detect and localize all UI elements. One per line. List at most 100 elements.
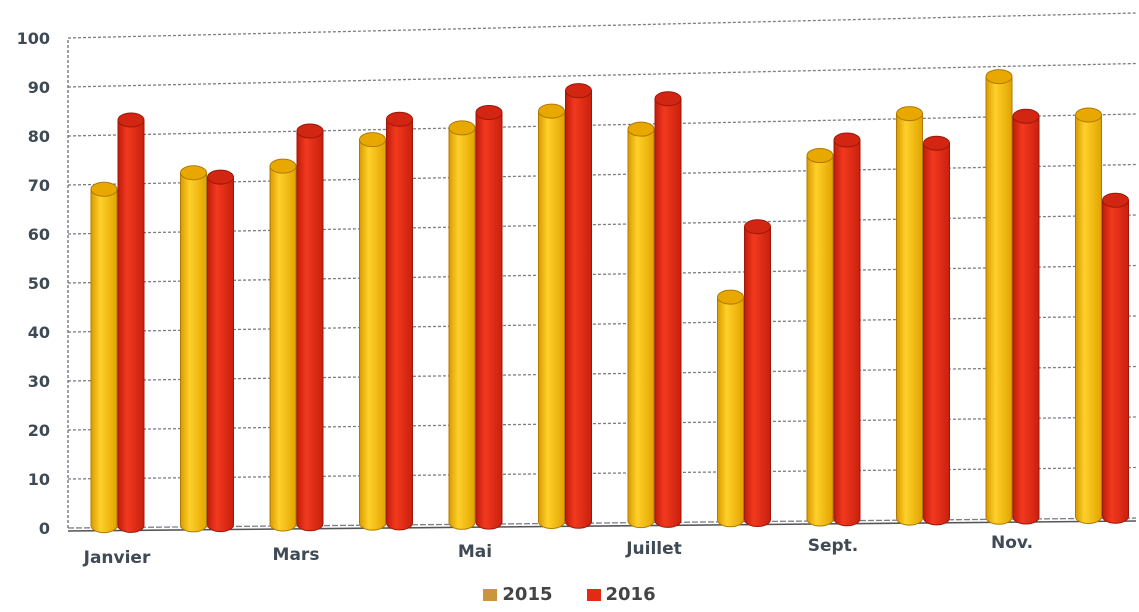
bar-body bbox=[448, 127, 476, 530]
bar-2016-12 bbox=[1102, 192, 1129, 524]
bar-top bbox=[717, 289, 744, 305]
bar-2015-12 bbox=[1075, 107, 1102, 524]
bar-2015-7 bbox=[627, 121, 655, 529]
bar-2015-4 bbox=[359, 132, 386, 531]
legend-item-2015: 2015 bbox=[483, 584, 553, 605]
y-tick-label: 50 bbox=[28, 274, 50, 293]
legend-swatch-2016 bbox=[586, 588, 601, 601]
x-tick-label: Janvier bbox=[83, 548, 151, 568]
gridline bbox=[67, 466, 1137, 480]
gridline bbox=[67, 163, 1137, 186]
bar-top bbox=[359, 132, 386, 148]
gridline bbox=[67, 315, 1137, 333]
bar-top bbox=[475, 104, 503, 120]
bar-2015-2 bbox=[180, 165, 207, 533]
gridline bbox=[67, 62, 1137, 88]
bar-body bbox=[386, 118, 413, 531]
y-tick-label: 100 bbox=[17, 29, 50, 48]
bar-2016-6 bbox=[565, 83, 592, 529]
legend-label-2015: 2015 bbox=[502, 584, 553, 605]
legend-item-2016: 2016 bbox=[586, 584, 656, 605]
bar-top bbox=[1012, 108, 1040, 124]
gridline bbox=[67, 12, 1137, 39]
bar-body bbox=[1102, 199, 1129, 524]
gridline bbox=[67, 264, 1137, 284]
bar-top bbox=[985, 69, 1013, 85]
y-tick-label: 70 bbox=[28, 176, 50, 195]
bar-top bbox=[923, 135, 950, 151]
bar-top bbox=[833, 132, 861, 148]
x-tick-label: Nov. bbox=[991, 533, 1033, 553]
bar-top bbox=[654, 91, 682, 107]
bar-2016-3 bbox=[296, 123, 324, 532]
bar-body bbox=[538, 110, 565, 529]
bar-2015-3 bbox=[269, 158, 297, 532]
bar-top bbox=[744, 219, 771, 235]
bar-body bbox=[833, 139, 861, 527]
bar-body bbox=[985, 76, 1013, 525]
x-axis-line bbox=[67, 520, 1137, 532]
bar-body bbox=[207, 176, 234, 533]
bar-body bbox=[627, 128, 655, 529]
bar-body bbox=[717, 296, 744, 528]
bar-2016-2 bbox=[207, 169, 234, 533]
bar-body bbox=[1012, 115, 1040, 525]
y-tick-label: 60 bbox=[28, 225, 50, 244]
x-tick-label: Mai bbox=[458, 542, 492, 562]
gridline bbox=[67, 214, 1137, 235]
y-tick-label: 10 bbox=[28, 470, 50, 489]
y-tick-label: 40 bbox=[28, 323, 50, 342]
bar-2015-11 bbox=[985, 69, 1013, 525]
gridline bbox=[67, 416, 1137, 431]
legend-label-2016: 2016 bbox=[605, 584, 656, 605]
x-tick-label: Mars bbox=[273, 545, 320, 565]
bar-2016-11 bbox=[1012, 108, 1040, 525]
bar-2015-6 bbox=[538, 103, 565, 529]
gridline bbox=[67, 365, 1137, 382]
bar-body bbox=[475, 111, 503, 530]
bar-top bbox=[1075, 107, 1102, 123]
bar-top bbox=[269, 158, 297, 174]
bar-body bbox=[565, 90, 592, 529]
y-tick-label: 80 bbox=[28, 127, 50, 146]
bar-2016-8 bbox=[744, 219, 771, 528]
bar-body bbox=[654, 98, 682, 528]
y-tick-label: 20 bbox=[28, 421, 50, 440]
bar-2016-9 bbox=[833, 132, 861, 527]
bar-2016-5 bbox=[475, 104, 503, 530]
labels-layer: 0 10 20 30 40 50 60 70 80 90 100 Janvier Mars Mai Juil… bbox=[17, 29, 1033, 568]
bar-body bbox=[359, 139, 386, 531]
gridline bbox=[67, 517, 1137, 529]
grid-layer bbox=[67, 12, 1137, 529]
bar-body bbox=[269, 165, 297, 532]
legend: 2015 2016 bbox=[0, 584, 1139, 605]
bar-2016-10 bbox=[923, 135, 950, 526]
axis-layer bbox=[67, 38, 1137, 532]
bar-2016-1 bbox=[117, 112, 145, 533]
bar-top bbox=[180, 165, 207, 181]
bar-top bbox=[448, 120, 476, 136]
bar-2015-5 bbox=[448, 120, 476, 530]
y-tick-label: 30 bbox=[28, 372, 50, 391]
bar-top bbox=[90, 181, 118, 197]
bar-top bbox=[806, 148, 834, 164]
bar-top bbox=[565, 83, 592, 99]
y-tick-label: 0 bbox=[39, 519, 50, 538]
bar-body bbox=[90, 188, 118, 534]
bar-body bbox=[117, 119, 145, 533]
bar-top bbox=[386, 111, 413, 127]
bar-body bbox=[923, 142, 950, 526]
bar-top bbox=[538, 103, 565, 119]
bar-top bbox=[207, 169, 234, 185]
y-tick-label: 90 bbox=[28, 78, 50, 97]
bar-body bbox=[806, 155, 834, 527]
bar-2016-7 bbox=[654, 91, 682, 528]
bar-body bbox=[180, 172, 207, 533]
bar-body bbox=[896, 113, 923, 526]
bars-layer bbox=[90, 69, 1129, 534]
bar-top bbox=[117, 112, 145, 128]
x-tick-label: Juillet bbox=[625, 539, 682, 559]
bar-body bbox=[744, 226, 771, 528]
